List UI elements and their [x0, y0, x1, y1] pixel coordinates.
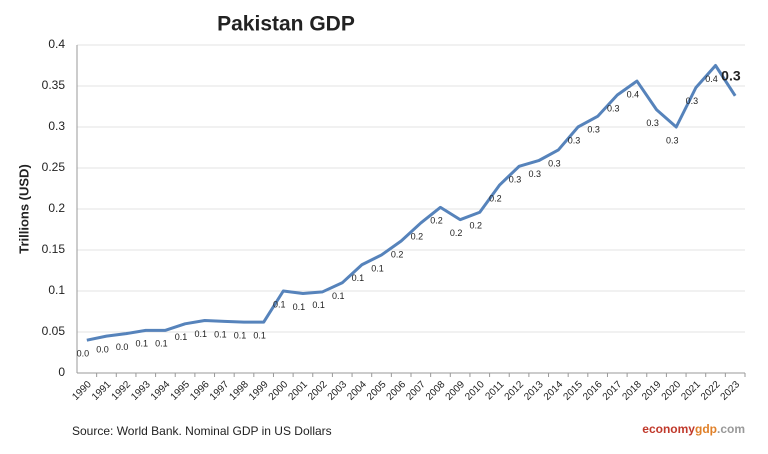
- data-label: 0.2: [411, 231, 424, 241]
- data-label: 0.2: [489, 194, 502, 204]
- data-label: 0.1: [175, 332, 188, 342]
- data-label: 0.0: [77, 349, 90, 359]
- watermark: economygdp.com: [642, 422, 745, 436]
- watermark-part: economy: [642, 422, 695, 436]
- data-label: 0.3: [528, 169, 541, 179]
- y-tick-label: 0.4: [48, 37, 65, 51]
- data-label: 0.2: [430, 216, 443, 226]
- data-label: 0.1: [352, 273, 365, 283]
- data-label: 0.1: [136, 339, 149, 349]
- data-label: 0.1: [155, 339, 168, 349]
- data-label: 0.3: [568, 135, 581, 145]
- data-label: 0.1: [293, 302, 306, 312]
- y-tick-label: 0.15: [42, 242, 66, 256]
- data-label: 0.0: [116, 342, 129, 352]
- watermark-part: gdp: [695, 422, 717, 436]
- data-label: 0.4: [705, 74, 718, 84]
- data-label: 0.1: [312, 300, 325, 310]
- data-label: 0.3: [607, 103, 620, 113]
- data-label: 0.1: [194, 329, 207, 339]
- watermark-part: .com: [717, 422, 745, 436]
- data-label: 0.1: [371, 263, 384, 273]
- data-line: [86, 64, 737, 342]
- data-label: 0.1: [332, 291, 345, 301]
- y-tick-label: 0.35: [42, 78, 66, 92]
- data-label: 0.2: [470, 221, 483, 231]
- data-label: 0.3: [587, 125, 600, 135]
- data-label: 0.1: [214, 330, 227, 340]
- source-note: Source: World Bank. Nominal GDP in US Do…: [72, 424, 332, 438]
- y-tick-label: 0.05: [42, 324, 66, 338]
- data-label: 0.3: [646, 118, 659, 128]
- y-tick-label: 0.2: [48, 201, 65, 215]
- data-label: 0.3: [548, 158, 561, 168]
- data-label: 0.3: [686, 96, 699, 106]
- data-label: 0.4: [627, 89, 640, 99]
- data-label: 0.0: [96, 344, 109, 354]
- chart-title: Pakistan GDP: [217, 13, 355, 36]
- y-axis-label: Trillions (USD): [16, 164, 31, 254]
- data-label: 0.1: [273, 299, 286, 309]
- data-label: 0.3: [666, 135, 679, 145]
- y-tick-label: 0: [58, 365, 65, 379]
- data-label: 0.3: [509, 175, 522, 185]
- y-tick-label: 0.1: [48, 283, 65, 297]
- data-label: 0.1: [234, 331, 247, 341]
- data-label: 0.2: [391, 249, 404, 259]
- y-tick-label: 0.25: [42, 160, 66, 174]
- data-label: 0.2: [450, 228, 463, 238]
- data-label: 0.3: [721, 68, 741, 84]
- y-tick-label: 0.3: [48, 119, 65, 133]
- data-label: 0.1: [253, 331, 266, 341]
